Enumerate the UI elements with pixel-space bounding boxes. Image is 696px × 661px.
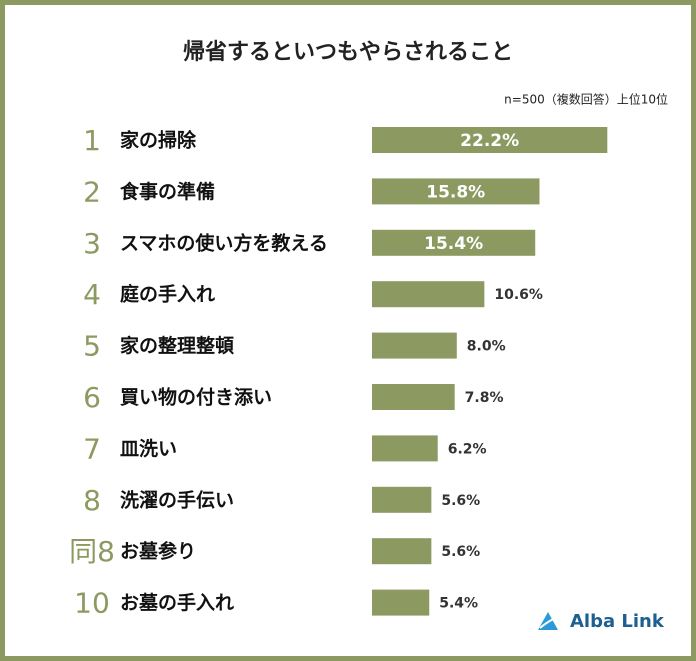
bar bbox=[372, 384, 455, 410]
bar bbox=[372, 538, 432, 565]
rank-label: 6 bbox=[83, 381, 101, 414]
value-label: 7.8% bbox=[465, 390, 504, 406]
rank-label: 3 bbox=[83, 227, 101, 260]
value-label: 15.8% bbox=[426, 182, 485, 202]
logo-swoosh bbox=[539, 615, 563, 629]
logo-text: Alba Link bbox=[570, 611, 665, 632]
bar bbox=[372, 178, 540, 205]
category-label: 食事の準備 bbox=[120, 180, 215, 203]
value-label: 15.4% bbox=[424, 234, 483, 254]
rank-label: 5 bbox=[83, 330, 101, 363]
category-label: 家の整理整頓 bbox=[120, 334, 234, 357]
value-label: 5.4% bbox=[439, 596, 478, 612]
value-label: 22.2% bbox=[460, 131, 519, 151]
rank-label: 8 bbox=[83, 484, 101, 517]
logo: Alba Link bbox=[538, 611, 665, 632]
value-label: 6.2% bbox=[448, 441, 487, 457]
category-label: お墓参り bbox=[120, 540, 196, 563]
category-label: 皿洗い bbox=[120, 437, 177, 460]
rank-label: 2 bbox=[83, 175, 101, 208]
bar bbox=[372, 229, 536, 256]
value-label: 10.6% bbox=[494, 287, 543, 303]
note: n=500（複数回答）上位10位 bbox=[504, 92, 668, 107]
rank-label: 4 bbox=[83, 278, 101, 311]
value-label: 5.6% bbox=[441, 544, 480, 560]
category-label: 庭の手入れ bbox=[120, 283, 215, 306]
bar bbox=[372, 589, 430, 616]
category-label: 買い物の付き添い bbox=[120, 386, 272, 409]
rank-label: 同8 bbox=[69, 535, 115, 568]
rank-label: 1 bbox=[83, 124, 101, 157]
category-label: 洗濯の手伝い bbox=[120, 488, 234, 511]
bar bbox=[372, 127, 608, 153]
bar bbox=[372, 486, 432, 513]
bar bbox=[372, 332, 457, 359]
category-label: スマホの使い方を教える bbox=[120, 231, 328, 254]
bar bbox=[372, 281, 485, 308]
chart-title: 帰省するといつもやらされること bbox=[183, 40, 513, 65]
value-label: 5.6% bbox=[441, 493, 480, 509]
rank-label: 10 bbox=[74, 587, 110, 620]
value-label: 8.0% bbox=[467, 339, 506, 355]
bar bbox=[372, 435, 438, 462]
category-label: お墓の手入れ bbox=[120, 591, 234, 614]
category-label: 家の掃除 bbox=[120, 129, 197, 152]
rank-label: 7 bbox=[83, 432, 101, 465]
